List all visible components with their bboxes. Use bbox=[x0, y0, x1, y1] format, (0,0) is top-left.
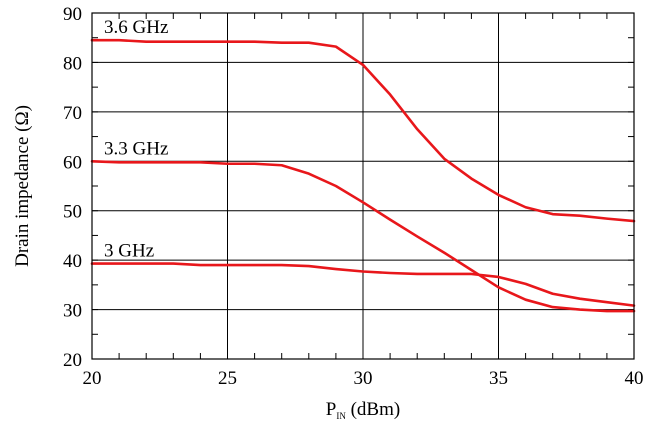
y-axis-label: Drain impedance (Ω) bbox=[12, 105, 33, 267]
y-tick-label: 50 bbox=[63, 202, 82, 223]
y-tick-label: 80 bbox=[63, 53, 82, 74]
y-tick-label: 30 bbox=[63, 301, 82, 322]
x-axis-label-unit: (dBm) bbox=[346, 399, 400, 420]
y-tick-label: 90 bbox=[63, 4, 82, 25]
series-line-2 bbox=[90, 262, 636, 307]
minor-ticks bbox=[91, 12, 635, 360]
tick-labels: 20 25 30 35 40 20 30 40 50 60 70 80 90 bbox=[63, 4, 644, 389]
plot-frame bbox=[91, 12, 635, 360]
series-labels: 3.6 GHz 3.3 GHz 3 GHz bbox=[104, 17, 168, 261]
series-label-1: 3.3 GHz bbox=[104, 138, 168, 159]
x-tick-label: 20 bbox=[83, 368, 102, 389]
series-layer bbox=[90, 38, 636, 313]
x-tick-label: 35 bbox=[489, 368, 508, 389]
x-axis-label: PIN (dBm) bbox=[326, 399, 400, 421]
series-label-0: 3.6 GHz bbox=[104, 17, 168, 38]
y-tick-label: 70 bbox=[63, 103, 82, 124]
x-axis-label-subscript: IN bbox=[336, 411, 346, 421]
y-tick-label: 40 bbox=[63, 251, 82, 272]
x-axis-label-main: P bbox=[326, 399, 337, 420]
series-line-0 bbox=[90, 38, 636, 223]
series-line-1 bbox=[90, 159, 636, 313]
y-tick-label: 60 bbox=[63, 152, 82, 173]
x-tick-label: 25 bbox=[218, 368, 237, 389]
y-tick-label: 20 bbox=[63, 350, 82, 371]
x-tick-label: 40 bbox=[625, 368, 644, 389]
x-tick-label: 30 bbox=[354, 368, 373, 389]
series-label-2: 3 GHz bbox=[104, 241, 154, 262]
